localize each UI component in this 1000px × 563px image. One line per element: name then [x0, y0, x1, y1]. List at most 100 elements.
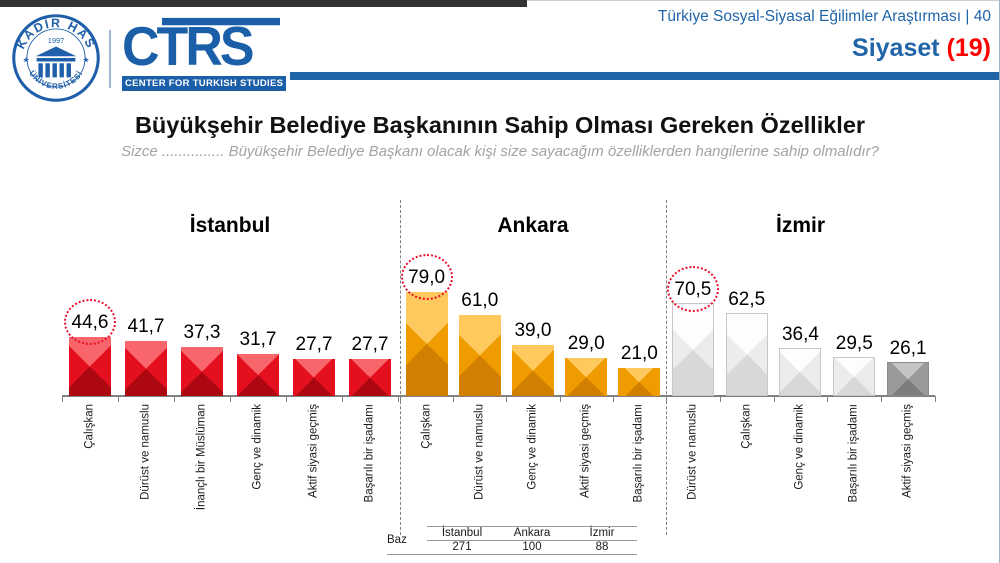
ctrs-logo: CTRS CENTER FOR TURKISH STUDIES — [122, 17, 292, 91]
group-separator-1 — [400, 200, 401, 535]
base-table: Baz İstanbul Ankara İzmir 271 100 88 — [387, 526, 637, 555]
chart: İstanbul 44,6 Çalışkan 41,7 Dürüst ve namusl… — [0, 200, 999, 540]
base-value-izmir: 88 — [595, 541, 609, 554]
bar-slot: 70,5 Dürüst ve namuslu — [666, 200, 720, 540]
base-table-grid: İstanbul Ankara İzmir 271 100 88 — [427, 526, 637, 554]
category-label: Başarılı bir işadamı — [633, 404, 646, 503]
bar: 29,5 — [833, 333, 876, 396]
bar: 29,0 — [565, 333, 608, 396]
base-col-ankara: Ankara — [513, 527, 551, 540]
bar: 61,0 — [458, 290, 501, 396]
category-label: Çalışkan — [420, 404, 433, 449]
bar-value-label: 31,7 — [239, 329, 277, 350]
bar: 37,3 — [181, 322, 223, 396]
bar-slot: 27,7 Aktif siyasi geçmiş — [286, 200, 342, 540]
category-label: Başarılı bir işadamı — [847, 404, 860, 503]
group-separator-2 — [666, 200, 667, 535]
axis-tick — [560, 396, 561, 402]
axis-tick — [827, 396, 828, 402]
svg-text:★: ★ — [82, 55, 89, 64]
base-table-label: Baz — [387, 534, 407, 546]
svg-text:★: ★ — [23, 55, 30, 64]
highlight-circle — [400, 254, 453, 300]
bar-value-label: 29,0 — [567, 333, 605, 354]
bar: 31,7 — [237, 329, 279, 396]
category-label: Dürüst ve namuslu — [473, 404, 486, 500]
category-label: Başarılı bir işadamı — [363, 404, 376, 503]
top-dark-bar — [0, 0, 527, 7]
bar: 21,0 — [618, 343, 661, 396]
base-col-izmir: İzmir — [589, 527, 615, 540]
category-label: Genç ve dinamik — [794, 404, 807, 490]
page-title: Büyükşehir Belediye Başkanının Sahip Olm… — [134, 112, 866, 138]
bar-value-label: 61,0 — [461, 290, 499, 311]
bar-slot: 29,0 Aktif siyasi geçmiş — [560, 200, 613, 540]
bar-slot: 44,6 Çalışkan — [62, 200, 118, 540]
category-label: İnançlı bir Müslüman — [195, 404, 208, 511]
axis-tick — [881, 396, 882, 402]
bar: 26,1 — [887, 338, 930, 396]
base-col-istanbul: İstanbul — [441, 527, 483, 540]
axis-tick — [613, 396, 614, 402]
axis-tick — [286, 396, 287, 402]
category-label: Genç ve dinamik — [526, 404, 539, 490]
category-label: Dürüst ve namuslu — [686, 404, 699, 500]
base-value-istanbul: 271 — [452, 541, 472, 554]
highlight-circle — [666, 266, 719, 312]
bar-value-label: 27,7 — [295, 334, 333, 355]
report-title: Türkiye Sosyal-Siyasal Eğilimler Araştır… — [657, 8, 991, 25]
bar-value-label: 62,5 — [728, 289, 766, 310]
bar-slot: 27,7 Başarılı bir işadamı — [342, 200, 398, 540]
bar-slot: 36,4 Genç ve dinamik — [774, 200, 828, 540]
top-edge-line — [527, 0, 999, 1]
axis-tick — [453, 396, 454, 402]
category-label: Çalışkan — [740, 404, 753, 449]
category-label: Aktif siyasi geçmiş — [579, 404, 592, 498]
x-axis — [62, 395, 935, 397]
axis-tick — [174, 396, 175, 402]
bar-slot: 37,3 İnançlı bir Müslüman — [174, 200, 230, 540]
bar-slot: 79,0 Çalışkan — [400, 200, 453, 540]
bar: 44,6 — [64, 299, 116, 396]
bar-value-label: 39,0 — [514, 320, 552, 341]
axis-tick — [118, 396, 119, 402]
bar: 41,7 — [125, 316, 167, 396]
axis-tick — [398, 396, 399, 402]
axis-tick — [400, 396, 401, 402]
highlight-circle — [64, 299, 116, 345]
bar-value-label: 37,3 — [183, 322, 221, 343]
bar-value-label: 26,1 — [889, 338, 927, 359]
bar: 70,5 — [666, 266, 719, 396]
bar: 27,7 — [349, 334, 391, 396]
bar-slot: 21,0 Başarılı bir işadamı — [613, 200, 666, 540]
kadir-has-seal-icon: KADİR HAS ÜNİVERSİTESİ 1997 ★ ★ — [12, 14, 100, 107]
axis-tick — [62, 396, 63, 402]
bar-slot: 31,7 Genç ve dinamik — [230, 200, 286, 540]
section-title: Siyaset (19) — [852, 34, 991, 63]
category-label: Dürüst ve namuslu — [139, 404, 152, 500]
bar-value-label: 21,0 — [620, 343, 658, 364]
section-name: Siyaset — [852, 34, 940, 62]
bar-value-label: 29,5 — [835, 333, 873, 354]
ctrs-subtitle: CENTER FOR TURKISH STUDIES — [122, 76, 287, 91]
base-value-ankara: 100 — [522, 541, 542, 554]
bar-slot: 26,1 Aktif siyasi geçmiş — [881, 200, 935, 540]
axis-tick — [506, 396, 507, 402]
section-number: (19) — [946, 34, 991, 62]
bar-slot: 29,5 Başarılı bir işadamı — [827, 200, 881, 540]
bar-group-i̇zmir: İzmir 70,5 Dürüst ve namuslu 62,5 Çalışkan 36… — [666, 200, 936, 540]
bar-value-label: 36,4 — [781, 324, 819, 345]
axis-tick — [666, 396, 667, 402]
axis-tick — [774, 396, 775, 402]
axis-tick — [720, 396, 721, 402]
axis-tick — [342, 396, 343, 402]
bar: 62,5 — [725, 289, 768, 396]
seal-building-roof — [35, 46, 77, 57]
bar: 27,7 — [293, 334, 335, 396]
category-label: Aktif siyasi geçmiş — [307, 404, 320, 498]
page-subtitle: Sizce ............... Büyükşehir Belediy… — [121, 143, 879, 160]
category-label: Aktif siyasi geçmiş — [901, 404, 914, 498]
group-title: Ankara — [497, 214, 569, 237]
ctrs-acronym: CTRS — [122, 17, 292, 75]
